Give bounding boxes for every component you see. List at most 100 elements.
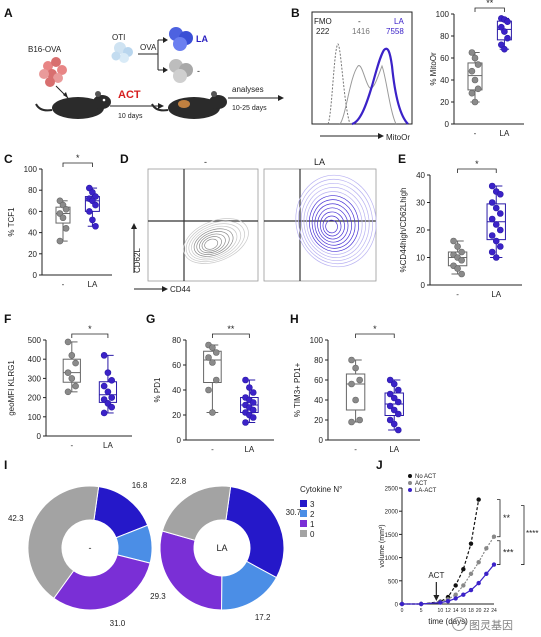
panel-b-ytick-label: 100 bbox=[436, 10, 450, 19]
panel-b-minus-point bbox=[474, 61, 482, 68]
panel-g-category-label: - bbox=[211, 445, 214, 454]
panel-e-la-point bbox=[496, 226, 504, 234]
growth-xtick-label: 18 bbox=[468, 608, 474, 614]
contour-la-line bbox=[319, 211, 345, 240]
growth-series-line bbox=[402, 564, 495, 605]
growth-legend-marker bbox=[408, 481, 412, 485]
fmo-label: FMO bbox=[314, 17, 332, 26]
growth-series-line bbox=[402, 499, 480, 605]
panel-e-la-point bbox=[488, 248, 496, 256]
panel-f-la-point bbox=[104, 369, 112, 376]
growth-point bbox=[484, 546, 489, 551]
panel-h-minus-point bbox=[352, 396, 359, 404]
donut-legend-swatch bbox=[300, 510, 307, 517]
contour-minus-line bbox=[201, 236, 222, 252]
panel-e-la-point bbox=[492, 254, 500, 261]
panel-e-la-point bbox=[496, 210, 504, 217]
fmo-curve bbox=[327, 43, 351, 125]
contour-la-line bbox=[317, 207, 349, 243]
panel-h-la-point bbox=[394, 410, 402, 418]
panel-f-ytick-label: 0 bbox=[37, 432, 42, 441]
panel-f-ytick-label: 300 bbox=[28, 374, 42, 383]
la-value: 7558 bbox=[386, 27, 404, 36]
panel-e-minus-point bbox=[458, 248, 465, 256]
la-curve bbox=[351, 47, 409, 126]
growth-ytick-label: 500 bbox=[388, 579, 399, 585]
contour-la-line bbox=[314, 203, 352, 246]
panel-h-la-point bbox=[390, 380, 398, 388]
panel-h-minus-point bbox=[356, 376, 363, 384]
panel-f-la-point bbox=[100, 382, 108, 390]
panel-b-minus-point bbox=[471, 98, 479, 106]
panel-b-ylabel: % MitoOr bbox=[429, 52, 438, 86]
growth-point bbox=[491, 562, 497, 567]
panel-g-la-point bbox=[249, 414, 257, 421]
panel-b-ytick-label: 80 bbox=[440, 32, 449, 41]
panel-g-minus-point bbox=[209, 409, 216, 416]
growth-legend-marker bbox=[408, 474, 412, 478]
contour-la-line bbox=[300, 182, 370, 262]
panel-g-la-point bbox=[249, 399, 257, 406]
growth-point bbox=[453, 583, 458, 588]
growth-point bbox=[468, 587, 474, 593]
panel-g-ytick-label: 0 bbox=[177, 436, 182, 445]
panel-c-ytick-label: 100 bbox=[24, 165, 38, 174]
panel-j-growth-chart: 0 500 1000 1500 2000 2500 0 5 10 12 14 16 18 20 22 24 ti… bbox=[379, 474, 538, 626]
la-label: LA bbox=[394, 17, 404, 26]
donut-legend-label: 3 bbox=[310, 500, 315, 509]
panel-e-category-label: LA bbox=[491, 290, 501, 299]
watermark-text: 图灵基因 bbox=[469, 619, 513, 632]
panel-f-la-point bbox=[104, 388, 112, 396]
panel-a-schematic: B16-OVA OTI OVA LA - ACT 10 days bbox=[28, 27, 284, 120]
panel-c-ytick-label: 80 bbox=[28, 186, 37, 195]
growth-point bbox=[461, 567, 466, 572]
panel-g-boxplot: 0 20 40 60 80 % PD1 - LA ** bbox=[153, 324, 274, 454]
panel-c-letter: C bbox=[4, 152, 13, 166]
growth-xtick-label: 0 bbox=[401, 608, 404, 614]
panel-b-boxplot: 0 20 40 60 80 100 % MitoOr - LA ** bbox=[429, 0, 524, 138]
panel-f-minus-point bbox=[64, 388, 72, 396]
panel-f-la-point bbox=[100, 409, 108, 417]
donut-la-slice bbox=[225, 486, 285, 579]
ova-label: OVA bbox=[140, 43, 157, 52]
contour-minus-line bbox=[199, 233, 226, 254]
donut-legend-label: 2 bbox=[310, 510, 315, 519]
panel-c-boxplot: 0 20 40 60 80 100 % TCF1 - LA * bbox=[7, 153, 112, 289]
contour-minus-line bbox=[204, 238, 219, 250]
panel-f-minus-point bbox=[68, 375, 76, 382]
panel-h-la-point bbox=[390, 406, 398, 414]
growth-ytick-label: 2500 bbox=[385, 487, 399, 493]
oti-cells-icon bbox=[111, 42, 133, 63]
growth-xtick-label: 12 bbox=[445, 608, 451, 614]
panel-h-la-point bbox=[394, 426, 402, 434]
panel-f-la-point bbox=[108, 377, 116, 384]
growth-point bbox=[438, 600, 443, 605]
growth-xtick-label: 20 bbox=[476, 608, 482, 614]
growth-point bbox=[476, 497, 481, 502]
contour-la-line bbox=[295, 174, 377, 268]
panel-f-minus-point bbox=[64, 338, 72, 346]
growth-ytick-label: 1500 bbox=[385, 533, 399, 539]
act-days-label: 10 days bbox=[118, 113, 143, 120]
panel-h-la-point bbox=[394, 386, 402, 394]
growth-point bbox=[468, 541, 474, 546]
donut-legend-swatch bbox=[300, 520, 307, 527]
growth-significance-label: **** bbox=[526, 529, 538, 538]
panel-g-la-point bbox=[242, 376, 249, 384]
growth-bracket bbox=[521, 505, 525, 565]
panel-c-ylabel: % TCF1 bbox=[7, 207, 16, 237]
panel-h-minus-point bbox=[356, 416, 363, 424]
growth-legend-label: ACT bbox=[415, 481, 427, 487]
donut-legend-label: 0 bbox=[310, 530, 315, 539]
panel-g-ylabel: % PD1 bbox=[153, 377, 162, 402]
growth-xtick-label: 10 bbox=[438, 608, 444, 614]
panel-c-la-point bbox=[89, 216, 96, 224]
panel-f-minus-point bbox=[68, 352, 76, 359]
panel-h-la-point bbox=[386, 416, 394, 424]
donut-la-slice-label: 22.8 bbox=[171, 477, 187, 486]
act-label: ACT bbox=[118, 89, 141, 101]
mouse-icon-2 bbox=[151, 91, 227, 119]
panel-e-minus-point bbox=[458, 270, 465, 278]
analyses-days-label: 10-25 days bbox=[232, 105, 267, 112]
panel-f-letter: F bbox=[4, 312, 12, 326]
